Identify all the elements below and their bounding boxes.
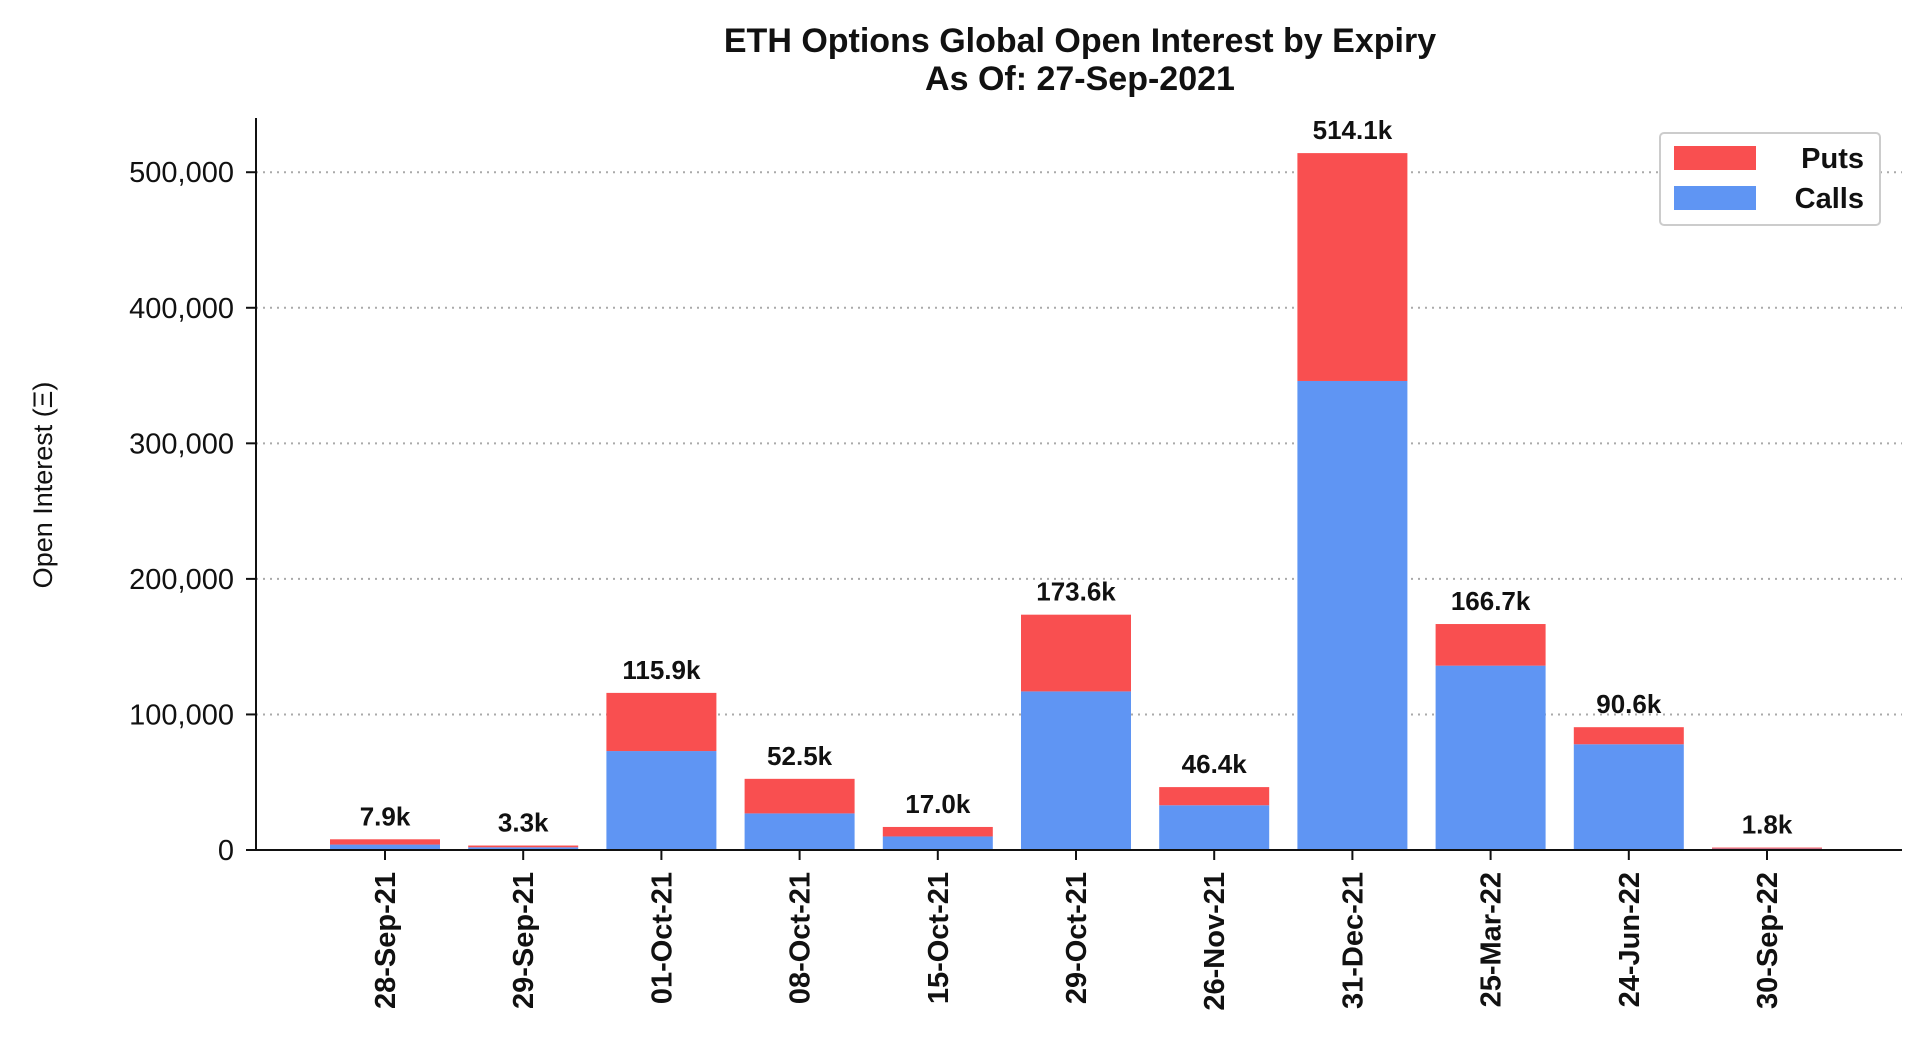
bar-calls (468, 847, 579, 850)
bar-total-label: 46.4k (1182, 749, 1248, 779)
x-tick-label: 31-Dec-21 (1337, 872, 1369, 1009)
bar-total-label: 1.8k (1742, 810, 1793, 840)
x-tick-label: 30-Sep-22 (1752, 872, 1784, 1009)
chart-subtitle: As Of: 27-Sep-2021 (925, 60, 1235, 98)
tick-labels: 0 100,000 200,000 300,000 400,000 500,000 7.9k… (129, 115, 1793, 1011)
bar-puts (330, 839, 440, 845)
bar-total-label: 7.9k (360, 801, 411, 831)
bar-puts (606, 692, 717, 752)
y-tick-label: 500,000 (129, 157, 234, 189)
bar-calls (882, 836, 993, 850)
grid-lines (256, 171, 1902, 716)
x-tick-label: 08-Oct-21 (785, 872, 817, 1004)
legend-label-puts: Puts (1801, 143, 1864, 175)
bar-calls (744, 813, 855, 850)
x-tick-label: 01-Oct-21 (646, 872, 678, 1004)
bar-puts (1712, 847, 1822, 849)
bar-puts (744, 778, 855, 814)
bar-total-label: 17.0k (905, 789, 971, 819)
x-tick-label: 25-Mar-22 (1476, 872, 1508, 1007)
axes (246, 118, 1902, 860)
bar-total-label: 166.7k (1451, 586, 1531, 616)
bar-total-label: 52.5k (767, 741, 833, 771)
legend-swatch-calls (1674, 186, 1756, 210)
x-tick-label: 29-Oct-21 (1061, 872, 1093, 1004)
bars (330, 153, 1822, 850)
bar-puts (468, 845, 579, 848)
x-tick-label: 28-Sep-21 (370, 872, 402, 1009)
legend-label-calls: Calls (1795, 183, 1864, 215)
bar-calls (1573, 744, 1684, 850)
bar-calls (1021, 691, 1131, 850)
y-tick-label: 200,000 (129, 564, 234, 596)
bar-puts (1159, 787, 1270, 806)
bar-total-label: 115.9k (622, 655, 701, 685)
legend: Puts Calls (1659, 132, 1881, 226)
x-tick-label: 26-Nov-21 (1199, 872, 1231, 1011)
legend-swatch-puts (1674, 146, 1756, 170)
bar-total-label: 90.6k (1596, 689, 1662, 719)
y-tick-label: 300,000 (129, 428, 234, 460)
bar-calls (1435, 665, 1546, 850)
bar-calls (1159, 805, 1270, 850)
bar-puts (1573, 727, 1684, 745)
y-tick-label: 400,000 (129, 293, 234, 325)
bar-puts (1021, 614, 1131, 692)
bar-total-label: 3.3k (498, 808, 549, 838)
bar-calls (1297, 380, 1408, 850)
bar-total-label: 173.6k (1036, 577, 1116, 607)
x-tick-label: 29-Sep-21 (508, 872, 540, 1009)
y-axis-label: Open Interest (Ξ) (28, 382, 58, 589)
bar-calls (330, 844, 440, 850)
bar-calls (606, 751, 717, 850)
x-tick-label: 24-Jun-22 (1614, 872, 1646, 1007)
y-tick-label: 0 (218, 835, 234, 867)
y-tick-label: 100,000 (129, 699, 234, 731)
chart-title: ETH Options Global Open Interest by Expi… (724, 22, 1436, 60)
bar-puts (882, 826, 993, 837)
x-tick-label: 15-Oct-21 (923, 872, 955, 1004)
bar-puts (1435, 624, 1546, 666)
bar-total-label: 514.1k (1313, 115, 1393, 145)
bar-puts (1297, 153, 1408, 381)
